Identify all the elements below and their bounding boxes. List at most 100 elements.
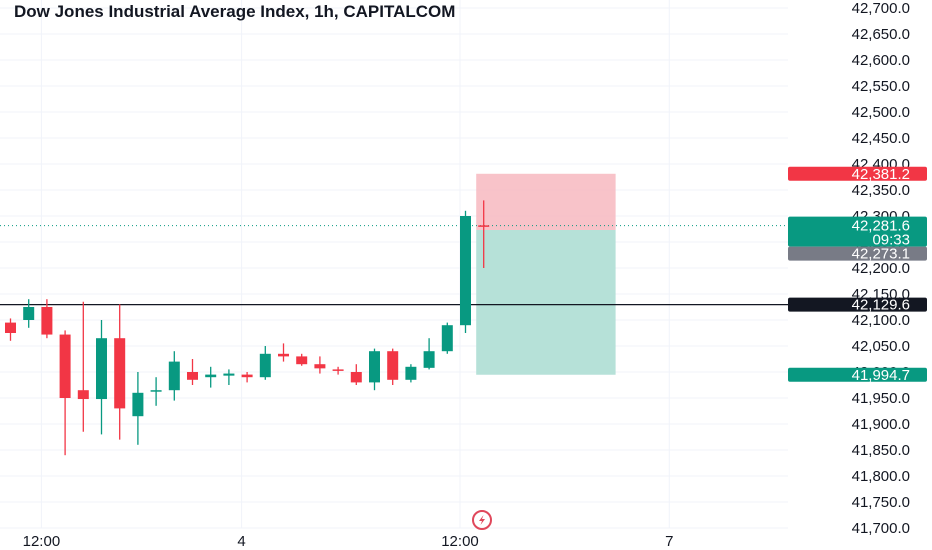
candle-body	[223, 373, 235, 376]
candle-up	[441, 322, 453, 354]
candle-up	[168, 351, 180, 401]
entry-price-tag-bg	[788, 246, 927, 261]
target-price-tag-label: 41,994.7	[852, 367, 910, 384]
countdown-label: 09:33	[872, 232, 910, 249]
candle-down	[278, 343, 289, 362]
candle-body	[132, 392, 144, 417]
candles	[5, 200, 490, 456]
price-lines	[0, 225, 788, 306]
candle-up	[132, 372, 144, 445]
candle-body	[478, 225, 490, 227]
stop-price-tag-bg	[788, 166, 927, 181]
candle-up	[460, 210, 471, 333]
candle-down	[59, 330, 71, 456]
candle-up	[96, 320, 107, 435]
candle-body	[205, 374, 217, 378]
candle-body	[259, 353, 271, 378]
candle-body	[59, 334, 71, 398]
candle-body	[150, 390, 162, 392]
last-price-tag-bg	[788, 216, 927, 247]
candle-body	[314, 364, 326, 369]
candle-down	[5, 318, 16, 341]
candle-body	[168, 361, 180, 391]
last-price-tag: 42,281.609:33	[788, 216, 927, 249]
candle-up	[23, 299, 35, 328]
y-tick-label: 42,700.0	[852, 0, 910, 17]
y-tick-label: 42,600.0	[852, 52, 910, 69]
grid-lines	[0, 0, 788, 529]
candle-up	[205, 366, 217, 388]
candle-up	[369, 348, 380, 391]
target-price-tag: 41,994.7	[788, 367, 927, 384]
candle-body	[5, 322, 16, 333]
x-axis[interactable]: 12:00 4 12:00 7	[23, 533, 674, 550]
candle-up	[259, 346, 271, 380]
chart-title: Dow Jones Industrial Average Index, 1h, …	[14, 2, 455, 21]
candle-up	[405, 364, 417, 383]
hline-price-tag-bg	[788, 297, 927, 312]
x-tick-label: 12:00	[441, 533, 479, 550]
candle-body	[441, 325, 453, 352]
y-tick-label: 42,450.0	[852, 130, 910, 147]
candle-down	[314, 356, 326, 374]
x-tick-label: 12:00	[23, 533, 61, 550]
y-tick-label: 41,950.0	[852, 390, 910, 407]
hline-price-tag-label: 42,129.6	[852, 297, 910, 314]
candle-down	[241, 372, 253, 383]
candle-body	[350, 372, 362, 383]
y-tick-label: 41,800.0	[852, 468, 910, 485]
take-profit-zone	[476, 229, 616, 375]
candle-body	[278, 353, 289, 357]
candle-down	[187, 359, 198, 385]
logo-bolt	[479, 515, 485, 525]
y-tick-label: 42,550.0	[852, 78, 910, 95]
candle-body	[296, 356, 308, 365]
y-tick-label: 42,500.0	[852, 104, 910, 121]
lightning-logo-icon[interactable]	[472, 510, 492, 530]
candle-down	[41, 299, 53, 339]
y-tick-label: 41,900.0	[852, 416, 910, 433]
candle-body	[369, 351, 380, 383]
stop-loss-zone	[476, 173, 616, 230]
target-price-tag-bg	[788, 367, 927, 382]
candle-up	[223, 369, 235, 385]
y-tick-label: 41,700.0	[852, 520, 910, 537]
candle-up	[423, 338, 435, 370]
y-tick-label: 41,850.0	[852, 442, 910, 459]
candle-down	[387, 348, 399, 385]
entry-price-label: 42,273.1	[852, 246, 910, 263]
candle-body	[114, 338, 126, 409]
candle-body	[96, 338, 107, 400]
y-tick-label: 42,350.0	[852, 182, 910, 199]
x-tick-label: 7	[665, 533, 673, 550]
last-price-label: 42,281.6	[852, 218, 910, 235]
entry-price-tag: 42,273.1	[788, 246, 927, 263]
candle-up	[150, 377, 162, 406]
candle-body	[405, 366, 417, 380]
candle-body	[332, 369, 344, 371]
y-tick-label: 42,650.0	[852, 26, 910, 43]
position-zones	[476, 173, 616, 375]
candle-down	[332, 366, 344, 375]
candle-down	[350, 364, 362, 385]
candle-body	[77, 390, 89, 400]
logo-ring	[472, 510, 492, 530]
candle-down	[77, 301, 89, 432]
y-axis[interactable]: 41,700.0 41,750.0 41,800.0 41,850.0 41,900.0…	[852, 0, 910, 537]
candle-body	[23, 307, 35, 320]
stop-price-tag: 42,381.2	[788, 166, 927, 183]
candle-down	[114, 304, 126, 440]
y-tick-label: 41,750.0	[852, 494, 910, 511]
y-tick-label: 42,100.0	[852, 312, 910, 329]
candle-body	[460, 216, 471, 326]
hline-price-tag: 42,129.6	[788, 297, 927, 314]
candle-body	[241, 374, 253, 378]
candle-down	[478, 200, 490, 268]
stop-price-tag-label: 42,381.2	[852, 166, 910, 183]
candle-body	[187, 372, 198, 380]
x-tick-label: 4	[237, 533, 245, 550]
y-tick-label: 42,050.0	[852, 338, 910, 355]
candle-body	[423, 351, 435, 368]
